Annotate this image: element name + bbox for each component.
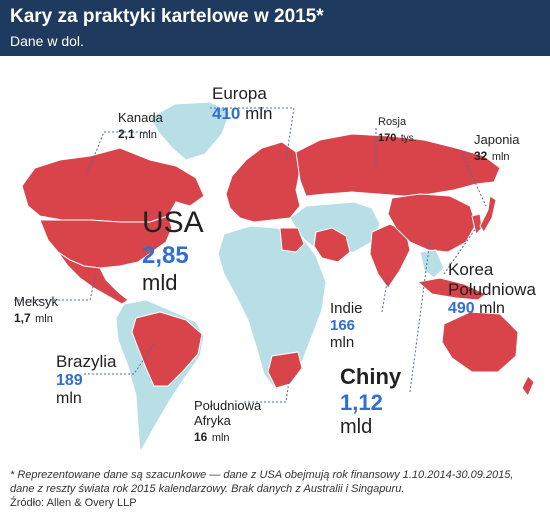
- label-meksyk: Meksyk 1,7 mln: [14, 294, 58, 327]
- australia-shape: [441, 311, 519, 373]
- brazylia-name: Brazylia: [56, 352, 117, 371]
- label-europa: Europa 410 mln: [212, 84, 273, 124]
- indie-name: Indie: [330, 300, 363, 317]
- japonia-value: 32: [474, 149, 488, 163]
- korea-name-line2: Południowa: [448, 280, 536, 299]
- meksyk-value: 1,7: [14, 311, 31, 325]
- footnote: * Reprezentowane dane są szacunkowe — da…: [10, 468, 540, 510]
- rpa-name-line2: Afryka: [194, 413, 231, 428]
- new-zealand-shape: [521, 375, 535, 397]
- rosja-value: 170: [378, 132, 397, 144]
- korea-name-line1: Korea: [448, 260, 494, 279]
- footnote-source: Źródło: Allen & Overy LLP: [10, 497, 137, 509]
- label-japonia: Japonia 32 mln: [474, 132, 520, 165]
- chiny-unit: mld: [340, 416, 373, 438]
- china-shape: [387, 193, 477, 253]
- page-title: Kary za praktyki kartelowe w 2015*: [10, 6, 324, 27]
- kanada-name: Kanada: [118, 110, 163, 125]
- japonia-leader-line: [461, 153, 487, 207]
- kanada-value: 2,1: [118, 127, 135, 141]
- meksyk-leader-line: [14, 273, 97, 301]
- usa-name: USA: [142, 206, 204, 239]
- rosja-name: Rosja: [378, 116, 407, 128]
- rosja-unit: tys.: [400, 133, 417, 144]
- kanada-unit: mln: [139, 129, 157, 141]
- chiny-name: Chiny: [340, 364, 402, 389]
- label-korea: Korea Południowa 490 mln: [448, 260, 536, 318]
- europe-shape: [225, 141, 301, 223]
- chiny-value: 1,12: [340, 390, 383, 415]
- south-africa-shape: [267, 351, 303, 389]
- label-chiny: Chiny 1,12 mld: [340, 364, 401, 439]
- label-brazylia: Brazylia 189 mln: [56, 352, 116, 408]
- usa-value: 2,85: [142, 242, 189, 269]
- korea-unit: mln: [479, 300, 505, 317]
- world-map-svg: [14, 101, 535, 454]
- label-indie: Indie 166 mln: [330, 300, 363, 351]
- chiny-leader-line: [409, 239, 431, 393]
- brazylia-unit: mln: [56, 390, 82, 407]
- southeast-asia-shape: [419, 249, 445, 279]
- japonia-unit: mln: [491, 151, 510, 163]
- japonia-name: Japonia: [474, 132, 520, 147]
- footnote-line2: dane z reszty świata rok 2015 kalendarzo…: [10, 483, 405, 495]
- label-rpa: Południowa Afryka 16 mln: [194, 398, 261, 446]
- label-rosja: Rosja 170 tys.: [378, 116, 416, 146]
- europa-value: 410: [212, 104, 241, 123]
- meksyk-name: Meksyk: [14, 294, 59, 309]
- world-map: Kanada 2,1 mln Europa 410 mln Rosja 170 …: [0, 56, 550, 460]
- rpa-leader-line: [244, 373, 291, 403]
- korea-leader-line: [443, 227, 477, 275]
- egypt-shape: [279, 227, 305, 253]
- kanada-leader-line: [85, 131, 150, 177]
- europa-unit: mln: [245, 104, 273, 123]
- mexico-shape: [57, 251, 129, 305]
- meksyk-unit: mln: [35, 313, 53, 325]
- header-bar: Kary za praktyki kartelowe w 2015* Dane …: [0, 0, 550, 56]
- indonesia-shape: [416, 277, 487, 301]
- greenland-shape: [149, 101, 231, 161]
- brazil-shape: [131, 311, 203, 387]
- rpa-unit: mln: [211, 432, 230, 444]
- rpa-name-line1: Południowa: [194, 398, 262, 413]
- brazylia-value: 189: [56, 372, 83, 389]
- japan-shape: [479, 195, 497, 233]
- brazylia-leader-line: [84, 343, 155, 375]
- rpa-value: 16: [194, 430, 208, 444]
- europa-leader-line: [210, 107, 295, 161]
- usa-unit: mld: [142, 270, 178, 295]
- russia-shape: [295, 133, 501, 197]
- europa-name: Europa: [212, 84, 267, 103]
- indie-unit: mln: [330, 334, 355, 351]
- korea-value: 490: [448, 300, 475, 317]
- page-subtitle: Dane w dol.: [10, 33, 84, 49]
- saudi-arabia-shape: [313, 227, 351, 263]
- indie-value: 166: [330, 317, 356, 334]
- label-kanada: Kanada 2,1 mln: [118, 110, 163, 143]
- footnote-line1: * Reprezentowane dane są szacunkowe — da…: [10, 469, 514, 481]
- label-usa: USA 2,85 mld: [142, 206, 204, 296]
